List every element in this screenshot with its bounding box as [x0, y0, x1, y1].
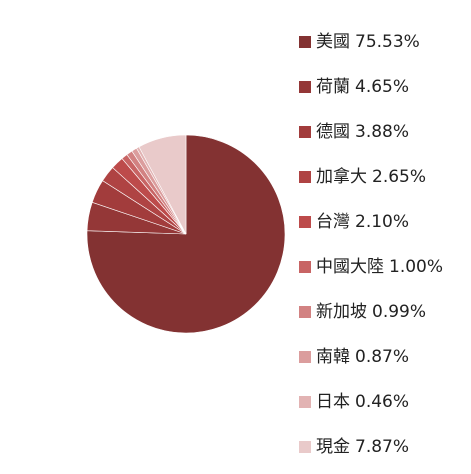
- legend-label: 加拿大 2.65%: [316, 166, 426, 187]
- legend-name: 台灣: [316, 212, 350, 232]
- legend-name: 日本: [316, 392, 350, 412]
- legend-value: 2.65%: [372, 167, 426, 187]
- legend-label: 台灣 2.10%: [316, 212, 409, 232]
- pie-slice: [138, 134, 187, 235]
- legend-value: 0.99%: [372, 302, 426, 322]
- legend-label: 美國 75.53%: [316, 32, 420, 52]
- legend-value: 75.53%: [355, 32, 420, 52]
- legend-value: 4.65%: [355, 77, 409, 97]
- legend-swatch: [299, 171, 311, 183]
- legend-value: 2.10%: [355, 212, 409, 232]
- legend-value: 0.87%: [355, 347, 409, 367]
- legend-value: 7.87%: [355, 437, 409, 457]
- legend-name: 南韓: [316, 347, 350, 367]
- legend-swatch: [299, 126, 311, 138]
- legend-name: 荷蘭: [316, 77, 350, 97]
- legend-name: 美國: [316, 32, 350, 52]
- legend-swatch: [299, 351, 311, 363]
- legend-value: 0.46%: [355, 392, 409, 412]
- legend-name: 現金: [316, 437, 350, 457]
- legend-swatch: [299, 216, 311, 228]
- legend-swatch: [299, 441, 311, 453]
- legend-label: 日本 0.46%: [316, 392, 409, 412]
- legend-label: 現金 7.87%: [316, 437, 409, 457]
- legend-label: 新加坡 0.99%: [316, 302, 426, 322]
- legend-name: 德國: [316, 122, 350, 142]
- legend-name: 加拿大: [316, 166, 367, 187]
- legend-name: 新加坡: [316, 302, 367, 322]
- legend-value: 3.88%: [355, 122, 409, 142]
- legend-name: 中國大陸: [316, 257, 384, 277]
- legend-label: 荷蘭 4.65%: [316, 77, 409, 97]
- legend-swatch: [299, 306, 311, 318]
- legend-value: 1.00%: [389, 257, 443, 277]
- legend-swatch: [299, 81, 311, 93]
- legend-label: 南韓 0.87%: [316, 347, 409, 367]
- legend-swatch: [299, 36, 311, 48]
- legend-label: 中國大陸 1.00%: [316, 257, 443, 277]
- legend-swatch: [299, 261, 311, 273]
- legend-label: 德國 3.88%: [316, 122, 409, 142]
- legend-swatch: [299, 396, 311, 408]
